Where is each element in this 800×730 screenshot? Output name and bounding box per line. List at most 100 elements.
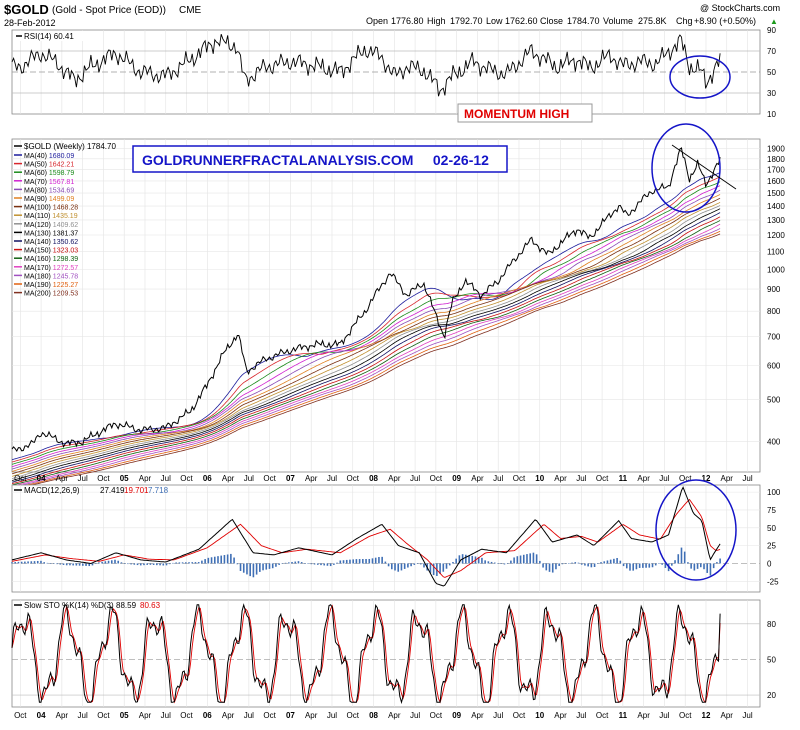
ma-legend-name: MA(60) xyxy=(24,170,49,177)
macd-histogram-bar xyxy=(516,556,519,564)
downtrend-line xyxy=(671,144,737,190)
macd-histogram-bar xyxy=(316,563,319,565)
macd-histogram-bar xyxy=(307,563,309,564)
rsi-y-tick: 30 xyxy=(767,89,776,98)
macd-histogram-bar xyxy=(458,555,461,564)
ma-legend-label: MA(80) 1534.69 xyxy=(24,187,74,194)
x-tick-label: Oct xyxy=(513,474,526,483)
macd-histogram-bar xyxy=(123,563,126,564)
banner-text: GOLDRUNNERFRACTALANALYSIS.COM 02-26-12 xyxy=(142,152,489,168)
macd-histogram-bar xyxy=(236,563,239,565)
macd-histogram-bar xyxy=(477,557,480,564)
macd-histogram-bar xyxy=(94,563,97,564)
macd-legend-value: 27.419 xyxy=(100,486,125,495)
x-tick-label: Oct xyxy=(679,711,692,720)
macd-histogram-bar xyxy=(410,563,412,567)
exchange: CME xyxy=(179,5,202,16)
macd-histogram-bar xyxy=(671,563,673,566)
macd-histogram-bar xyxy=(275,563,277,567)
ma-legend-value: 1409.62 xyxy=(53,222,78,229)
x-tick-label: 04 xyxy=(37,474,46,483)
ma-legend-label: MA(120) 1409.62 xyxy=(24,222,78,229)
macd-histogram-bar xyxy=(146,563,148,565)
price-line xyxy=(11,147,721,452)
macd-histogram-bar xyxy=(114,559,116,564)
ma-line xyxy=(11,172,721,461)
x-tick-label: 10 xyxy=(535,711,544,720)
macd-histogram-bar xyxy=(371,558,374,564)
x-tick-label: Oct xyxy=(679,474,692,483)
quote-volume-label: Volume xyxy=(603,16,633,26)
macd-histogram-bar xyxy=(494,562,496,564)
macd-histogram-bar xyxy=(419,563,422,565)
ma-legend-label: MA(50) 1642.21 xyxy=(24,162,74,169)
macd-histogram-bar xyxy=(568,563,570,564)
macd-histogram-bar xyxy=(110,560,113,564)
momentum-box xyxy=(457,103,593,123)
price-panel: 400 500 600 700 800 900 1000 1100 1200 1300 1400 15… xyxy=(11,123,785,490)
macd-histogram-bar xyxy=(368,558,371,564)
macd-histogram-bar xyxy=(242,563,245,573)
ma-legend-label: MA(150) 1323.03 xyxy=(24,248,78,255)
macd-y-tick: 0 xyxy=(767,559,772,568)
macd-histogram-bar xyxy=(36,560,39,564)
ma-legend-name: MA(170) xyxy=(24,265,53,272)
rsi-line xyxy=(11,34,721,97)
macd-histogram-bar xyxy=(490,561,493,564)
macd-histogram-bar xyxy=(91,563,94,566)
ma-legend-value: 1350.62 xyxy=(53,239,78,246)
macd-frame xyxy=(11,484,761,593)
ma-legend-name: MA(80) xyxy=(24,187,49,194)
macd-histogram-bar xyxy=(687,562,689,564)
macd-histogram-bar xyxy=(201,560,203,564)
macd-histogram-bar xyxy=(284,562,287,564)
macd-histogram-bar xyxy=(339,560,342,564)
rsi-grid xyxy=(12,30,760,114)
macd-histogram-bar xyxy=(564,563,567,564)
macd-histogram-bar xyxy=(661,563,663,565)
rsi-y-ticks: 90 70 50 30 10 xyxy=(767,26,776,119)
ma-line xyxy=(11,223,721,487)
x-tick-label: 05 xyxy=(120,474,129,483)
macd-histogram-bar xyxy=(188,562,190,564)
macd-histogram-bar xyxy=(635,563,638,570)
macd-histogram-bar xyxy=(481,557,483,564)
macd-histogram-bar xyxy=(33,561,36,564)
macd-histogram-bar xyxy=(609,559,612,564)
ma-line xyxy=(11,197,721,475)
macd-histogram-bar xyxy=(178,562,181,564)
macd-histogram-bar xyxy=(403,563,406,569)
x-tick-label: Oct xyxy=(14,711,27,720)
sto-legend-d: 80.63 xyxy=(140,601,161,610)
sto-y-tick: 80 xyxy=(767,620,776,629)
macd-histogram-bar xyxy=(185,562,187,564)
macd-histogram-bar xyxy=(107,560,110,564)
rsi-y-tick: 50 xyxy=(767,68,776,77)
x-tick-label: Jul xyxy=(742,474,752,483)
macd-histogram-bar xyxy=(683,551,686,564)
macd-histogram-bar xyxy=(416,563,419,564)
ma-legend-value: 1272.57 xyxy=(53,265,78,272)
macd-histogram-bar xyxy=(378,557,380,564)
x-tick-label: Oct xyxy=(97,711,110,720)
macd-histogram-bar xyxy=(381,556,383,564)
macd-histogram-bar xyxy=(642,563,644,568)
macd-histogram-bar xyxy=(590,563,593,568)
macd-y-tick: 25 xyxy=(767,542,776,551)
price-y-tick: 1600 xyxy=(767,177,785,186)
x-tick-label: Oct xyxy=(263,474,276,483)
x-tick-label: 10 xyxy=(535,474,544,483)
macd-histogram-bar xyxy=(239,563,242,571)
macd-histogram-bar xyxy=(168,563,171,565)
macd-histogram-bar xyxy=(423,563,425,568)
macd-histogram-bar xyxy=(574,562,577,564)
macd-histogram-bar xyxy=(304,563,306,564)
ma-legend-name: MA(120) xyxy=(24,222,53,229)
macd-histogram-bar xyxy=(85,563,87,566)
macd-histogram-bar xyxy=(75,563,78,566)
x-tick-label: Oct xyxy=(430,474,443,483)
macd-histogram-bar xyxy=(658,563,660,564)
x-tick-label: Apr xyxy=(56,474,69,483)
ma-line xyxy=(11,233,721,490)
macd-line xyxy=(11,486,721,587)
